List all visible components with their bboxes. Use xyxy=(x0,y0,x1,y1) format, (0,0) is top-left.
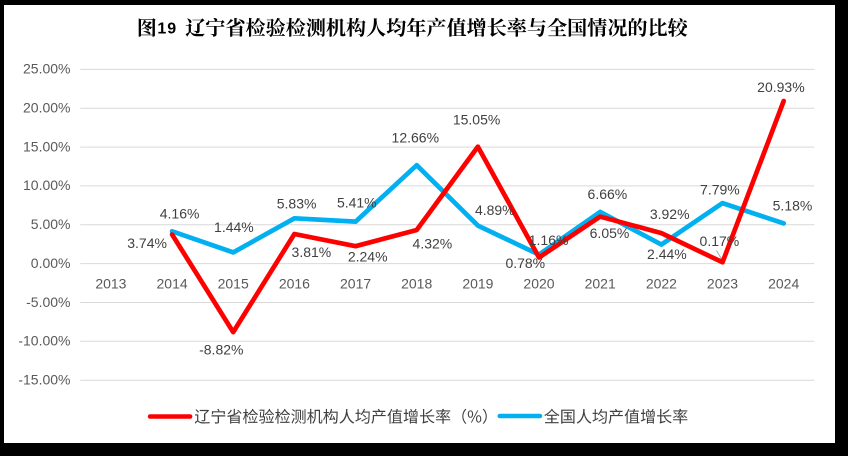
svg-text:5.83%: 5.83% xyxy=(277,195,317,211)
svg-text:1.44%: 1.44% xyxy=(214,219,254,235)
svg-text:2019: 2019 xyxy=(462,276,493,292)
svg-text:6.66%: 6.66% xyxy=(588,186,628,202)
svg-text:15.05%: 15.05% xyxy=(453,112,500,128)
svg-text:2020: 2020 xyxy=(523,276,554,292)
svg-text:2014: 2014 xyxy=(157,276,188,292)
svg-text:4.89%: 4.89% xyxy=(475,202,515,218)
svg-text:5.00%: 5.00% xyxy=(31,216,71,232)
svg-text:5.18%: 5.18% xyxy=(773,198,813,214)
svg-text:-10.00%: -10.00% xyxy=(18,333,70,349)
svg-text:2018: 2018 xyxy=(401,276,432,292)
svg-text:5.41%: 5.41% xyxy=(337,194,377,210)
svg-text:4.32%: 4.32% xyxy=(413,235,453,251)
svg-text:12.66%: 12.66% xyxy=(392,129,439,145)
svg-text:10.00%: 10.00% xyxy=(23,177,70,193)
svg-text:-8.82%: -8.82% xyxy=(199,341,243,357)
svg-text:0.78%: 0.78% xyxy=(505,255,545,271)
svg-text:15.00%: 15.00% xyxy=(23,138,70,154)
svg-text:2013: 2013 xyxy=(95,276,126,292)
svg-text:6.05%: 6.05% xyxy=(590,225,630,241)
svg-text:20.00%: 20.00% xyxy=(23,100,70,116)
svg-text:2015: 2015 xyxy=(218,276,249,292)
svg-text:20.93%: 20.93% xyxy=(757,79,804,95)
svg-text:1.16%: 1.16% xyxy=(529,232,569,248)
svg-text:2023: 2023 xyxy=(707,276,738,292)
svg-text:-5.00%: -5.00% xyxy=(26,294,70,310)
svg-text:2.44%: 2.44% xyxy=(647,246,687,262)
svg-text:-15.00%: -15.00% xyxy=(18,372,70,388)
svg-text:25.00%: 25.00% xyxy=(23,61,70,77)
svg-text:3.81%: 3.81% xyxy=(292,244,332,260)
svg-text:2016: 2016 xyxy=(279,276,310,292)
svg-text:0.00%: 0.00% xyxy=(31,255,71,271)
svg-text:0.17%: 0.17% xyxy=(700,233,740,249)
svg-text:3.74%: 3.74% xyxy=(127,235,167,251)
svg-text:4.16%: 4.16% xyxy=(160,205,200,221)
svg-text:2021: 2021 xyxy=(585,276,616,292)
svg-text:2017: 2017 xyxy=(340,276,371,292)
svg-text:3.92%: 3.92% xyxy=(650,206,690,222)
svg-text:2024: 2024 xyxy=(768,276,799,292)
svg-text:2.24%: 2.24% xyxy=(348,248,388,264)
svg-text:19: 19 xyxy=(157,20,177,37)
svg-text:7.79%: 7.79% xyxy=(700,181,740,197)
svg-text:2022: 2022 xyxy=(646,276,677,292)
